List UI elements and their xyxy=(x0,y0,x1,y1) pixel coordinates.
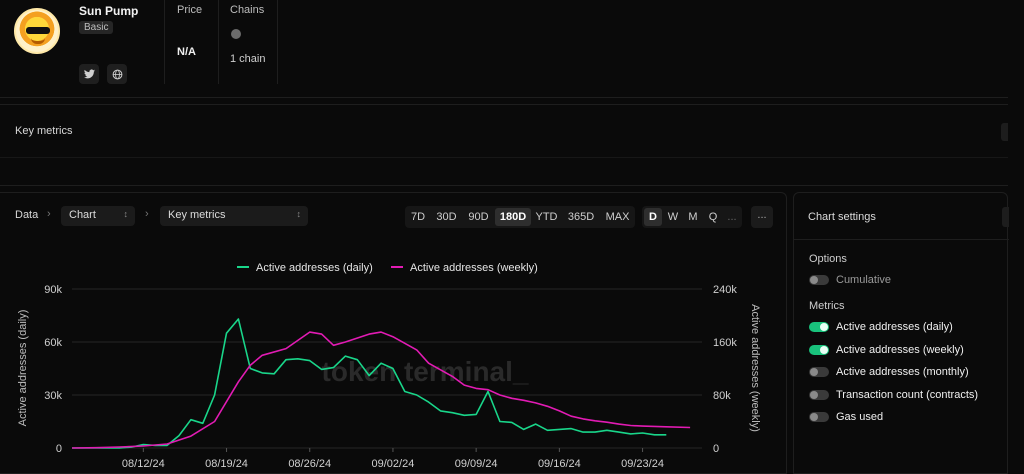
legend-label: Active addresses (daily) xyxy=(256,262,373,274)
x-tick-label: 09/16/24 xyxy=(538,458,581,470)
chevron-right-icon: › xyxy=(145,208,149,220)
range-selector: 7D 30D 90D 180D YTD 365D MAX xyxy=(405,206,635,228)
metric-toggle[interactable] xyxy=(809,367,829,377)
metric-select-value: Key metrics xyxy=(168,209,226,221)
y-right-tick-label: 240k xyxy=(713,284,737,296)
price-label: Price xyxy=(177,4,203,16)
y-left-tick-label: 90k xyxy=(44,284,62,296)
settings-divider xyxy=(794,239,1009,240)
view-select-value: Chart xyxy=(69,209,96,221)
header-divider xyxy=(218,0,219,84)
y-right-axis-label: Active addresses (weekly) xyxy=(749,304,761,432)
metric-toggle[interactable] xyxy=(809,412,829,422)
y-right-tick-label: 160k xyxy=(713,337,737,349)
line-chart: token terminal_ 0 30k 60k 90k 0 80k 160k 240k Act… xyxy=(17,262,761,470)
chains-label: Chains xyxy=(230,4,265,16)
globe-icon[interactable] xyxy=(107,64,127,84)
metric-gas-used[interactable]: Gas used xyxy=(809,410,883,424)
watermark: token terminal_ xyxy=(322,356,529,387)
legend-label: Active addresses (weekly) xyxy=(410,262,538,274)
metric-active-addresses-daily[interactable]: Active addresses (daily) xyxy=(809,320,953,334)
options-heading: Options xyxy=(809,253,847,265)
y-left-axis-label: Active addresses (daily) xyxy=(17,310,29,427)
range-max[interactable]: MAX xyxy=(605,211,630,223)
granularity-month[interactable]: M xyxy=(688,211,698,223)
range-30d[interactable]: 30D xyxy=(436,211,457,223)
logo-mouth xyxy=(31,38,45,44)
key-metrics-divider xyxy=(0,157,1008,158)
x-tick-label: 08/12/24 xyxy=(122,458,165,470)
chart-settings-title: Chart settings xyxy=(808,211,876,223)
x-tick-label: 08/26/24 xyxy=(288,458,331,470)
chevron-updown-icon: ↕ xyxy=(296,209,302,219)
metric-label: Gas used xyxy=(836,411,884,423)
twitter-icon[interactable] xyxy=(79,64,99,84)
x-tick-label: 09/09/24 xyxy=(455,458,498,470)
project-logo xyxy=(14,8,60,54)
more-options-button[interactable]: ... xyxy=(751,206,773,228)
metric-toggle[interactable] xyxy=(809,322,829,332)
range-90d[interactable]: 90D xyxy=(468,211,489,223)
metrics-heading: Metrics xyxy=(809,300,845,312)
chains-value: 1 chain xyxy=(230,53,266,65)
metric-label: Active addresses (weekly) xyxy=(836,344,964,356)
metric-label: Transaction count (contracts) xyxy=(836,389,979,401)
granularity-quarter[interactable]: Q xyxy=(708,211,718,223)
metric-toggle[interactable] xyxy=(809,390,829,400)
granularity-week[interactable]: W xyxy=(667,211,679,223)
metric-select[interactable]: Key metrics ↕ xyxy=(160,206,308,226)
range-365d[interactable]: 365D xyxy=(567,211,595,223)
price-value: N/A xyxy=(177,46,196,58)
granularity-selector: D W M Q ... xyxy=(642,206,742,228)
chain-icon xyxy=(231,29,241,39)
x-tick-label: 09/23/24 xyxy=(621,458,664,470)
key-metrics-section: Key metrics xyxy=(0,104,1008,186)
x-tick-label: 09/02/24 xyxy=(372,458,415,470)
y-left-tick-label: 0 xyxy=(56,443,62,455)
header-divider xyxy=(164,0,165,84)
project-name: Sun Pump xyxy=(79,4,139,18)
option-label: Cumulative xyxy=(836,274,892,286)
metric-label: Active addresses (daily) xyxy=(836,321,953,333)
granularity-more[interactable]: ... xyxy=(727,211,737,223)
chevron-updown-icon: ↕ xyxy=(123,209,129,219)
range-180d[interactable]: 180D xyxy=(495,208,531,226)
metric-active-addresses-weekly[interactable]: Active addresses (weekly) xyxy=(809,343,964,357)
metric-toggle[interactable] xyxy=(809,345,829,355)
cumulative-toggle[interactable] xyxy=(809,275,829,285)
chevron-right-icon: › xyxy=(47,208,51,220)
series-line-weekly xyxy=(71,331,691,449)
y-right-tick-label: 80k xyxy=(713,390,731,402)
project-header: Sun Pump Basic Price N/A Chains 1 chain xyxy=(0,0,1008,98)
metric-active-addresses-monthly[interactable]: Active addresses (monthly) xyxy=(809,365,969,379)
settings-scroll-handle[interactable] xyxy=(1002,207,1009,227)
breadcrumb-data[interactable]: Data xyxy=(15,209,39,221)
tier-badge: Basic xyxy=(79,21,114,34)
option-cumulative[interactable]: Cumulative xyxy=(809,273,891,287)
view-select[interactable]: Chart ↕ xyxy=(61,206,135,226)
logo-sunglasses xyxy=(26,27,50,34)
chart-settings-panel: Chart settings Options Cumulative Metric… xyxy=(793,192,1009,474)
range-ytd[interactable]: YTD xyxy=(535,211,558,223)
metric-transaction-count[interactable]: Transaction count (contracts) xyxy=(809,388,978,402)
key-metrics-label: Key metrics xyxy=(15,125,73,137)
y-left-tick-label: 60k xyxy=(44,337,62,349)
granularity-day[interactable]: D xyxy=(644,208,662,226)
header-divider xyxy=(277,0,278,84)
range-7d[interactable]: 7D xyxy=(410,211,426,223)
key-metrics-scroll-handle[interactable] xyxy=(1001,123,1008,141)
y-right-tick-label: 0 xyxy=(713,443,719,455)
y-left-tick-label: 30k xyxy=(44,390,62,402)
metric-label: Active addresses (monthly) xyxy=(836,366,969,378)
x-tick-label: 08/19/24 xyxy=(205,458,248,470)
